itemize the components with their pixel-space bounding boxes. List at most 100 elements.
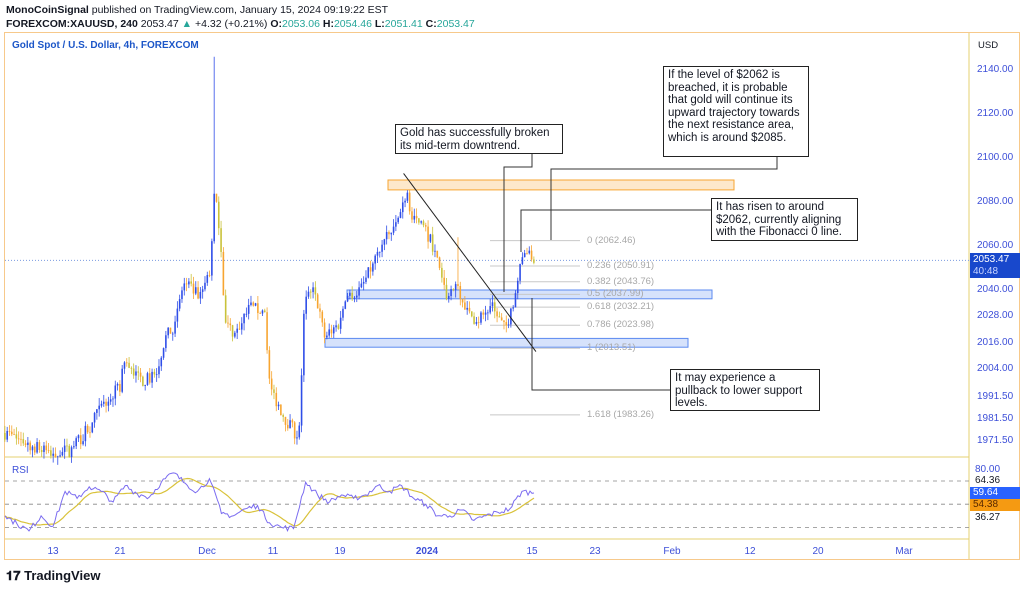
candle-body [31,446,34,451]
candle-body [174,321,176,334]
candle-body [100,403,103,406]
rsi-axis-80: 80.00 [975,464,1001,475]
annotation-target[interactable]: If the level of $2062 is breached, it is… [663,66,809,157]
candle-body [355,295,358,298]
candle-body [528,250,531,254]
price-tick: 2080.00 [977,196,1014,207]
candle-body [332,327,335,334]
candle-body [77,435,80,439]
candle-body [245,313,248,315]
time-tick: Dec [198,546,216,557]
price-tick: 1991.50 [977,390,1014,402]
tradingview-logo[interactable]: 𝟏𝟕 TradingView [6,568,100,584]
candle-body [217,201,220,229]
pullback-connector [531,298,670,391]
candle-body [178,299,181,309]
candle-body [146,373,149,385]
candle-body [411,211,413,220]
candle-body [353,297,356,299]
symbol-ohlc: FOREXCOM:XAUUSD, 240 2053.47 ▲ +4.32 (+0… [6,18,475,30]
annotation-breakout[interactable]: Gold has successfully broken its mid-ter… [395,124,563,154]
candle-body [533,259,535,263]
chart-frame [4,32,1020,560]
candle-body [148,373,151,383]
candle-body [68,445,71,458]
candle-body [204,282,206,290]
published-text: published on TradingView.com, January 15… [91,4,389,16]
publish-info: MonoCoinSignal published on TradingView.… [6,4,388,16]
candle-body [401,202,404,213]
candle-body [337,325,340,329]
candle-body [252,302,255,306]
price-tick: 2120.00 [977,108,1014,119]
candle-body [144,384,146,386]
candle-body [254,303,257,306]
fib-level-label: 0.618 (2032.21) [587,301,655,313]
candle-body [284,416,287,425]
candle-body [422,221,425,226]
candle-body [519,264,521,281]
last-price-tag: 2053.47 40:48 [970,253,1020,278]
candle-body [247,304,250,314]
candle-body [24,443,27,445]
candle-body [358,287,360,296]
candle-body [8,430,11,432]
publisher-name[interactable]: MonoCoinSignal [6,4,89,16]
candle-body [84,425,87,442]
candle-body [116,383,119,386]
candle-body [441,267,443,278]
candle-body [344,301,347,309]
candle-body [404,200,406,203]
candle-body [351,292,353,299]
candle-body [496,311,498,317]
candle-body [392,226,395,233]
candle-body [335,325,337,328]
candle-body [399,212,402,218]
candle-body [222,251,225,296]
candle-body [192,283,195,294]
fib-level-label: 1.618 (1983.26) [587,408,655,420]
candle-body [132,368,135,376]
candle-body [240,323,243,330]
price-tick: 2060.00 [977,240,1014,251]
tradingview-logo-icon: 𝟏𝟕 [6,568,21,583]
close-label: C: [425,18,437,30]
candle-body [208,275,211,276]
rsi-label[interactable]: RSI [12,465,29,476]
chart-title: Gold Spot / U.S. Dollar, 4h, FOREXCOM [12,40,199,51]
candle-body [119,383,121,392]
candle-body [197,287,199,299]
candle-body [171,333,174,335]
candle-body [190,281,192,284]
annotation-current[interactable]: It has risen to around $2062, currently … [711,198,858,241]
candle-body [181,290,183,300]
candle-body [464,302,466,310]
candle-body [61,451,64,456]
candle-body [206,275,209,283]
candle-body [17,438,20,440]
candle-body [365,277,367,282]
candle-body [176,308,179,322]
candle-body [47,450,50,452]
candle-body [227,322,229,324]
candle-body [454,284,457,290]
bar-countdown: 40:48 [973,266,999,277]
price-tick: 2040.00 [977,284,1014,295]
candle-body [512,307,514,309]
currency-label[interactable]: USD [978,40,999,51]
time-tick: 13 [47,546,59,557]
candle-body [109,399,112,402]
downtrend-line [403,173,537,352]
candle-body [307,291,310,297]
annotation-pullback[interactable]: It may experience a pullback to lower su… [670,369,820,411]
candle-body [185,283,188,285]
candle-body [56,456,59,458]
support-zone [324,337,689,348]
high-label: H: [322,18,334,30]
fib-level-label: 0.5 (2037.99) [587,288,644,300]
price-tick: 2140.00 [977,64,1014,75]
price-tick: 1971.50 [977,434,1014,446]
candle-body [102,401,105,404]
candle-body [286,424,289,429]
